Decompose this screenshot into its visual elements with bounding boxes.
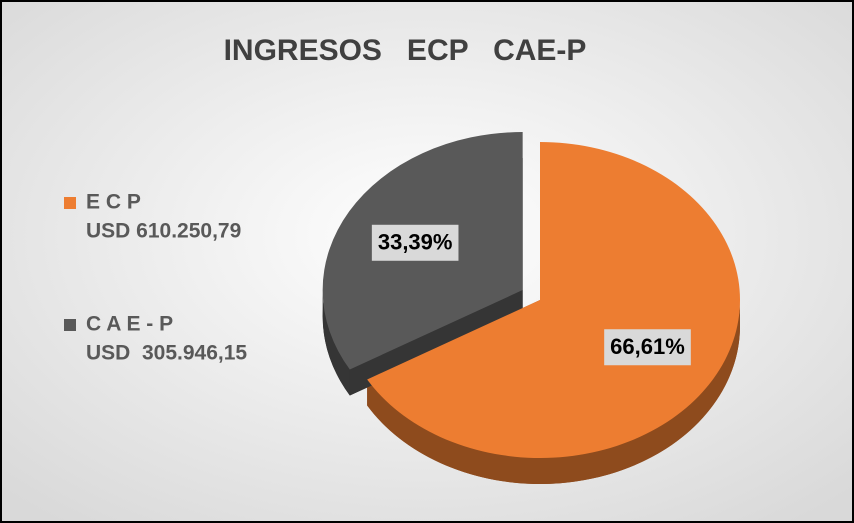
data-label: 33,39% — [371, 224, 459, 261]
data-label-box — [371, 224, 459, 261]
pie-slice-side — [367, 300, 740, 484]
legend-detail: USD 610.250,79 — [86, 220, 241, 243]
legend-swatch — [64, 319, 76, 331]
data-label-text: 33,39% — [378, 230, 453, 255]
legend-swatch — [64, 197, 76, 209]
chart-title: INGRESOS ECP CAE-P — [224, 34, 587, 67]
data-label: 66,61% — [604, 329, 691, 366]
pie-slice — [367, 142, 740, 458]
pie-slice-side — [322, 290, 350, 396]
legend-detail: USD 305.946,15 — [86, 342, 247, 365]
legend-label: E C P — [86, 191, 141, 214]
data-label-box — [604, 329, 691, 366]
data-label-text: 66,61% — [610, 334, 685, 359]
legend-label: C A E - P — [86, 313, 173, 336]
